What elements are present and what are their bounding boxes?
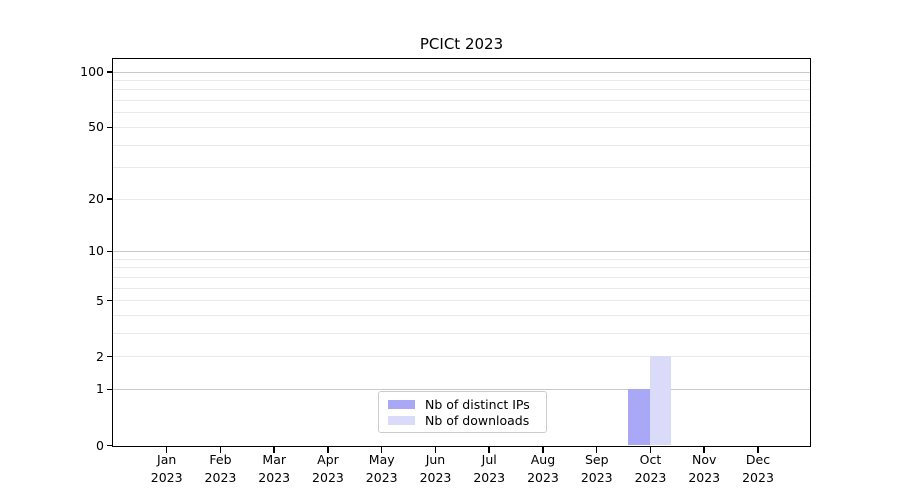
x-tick-year: 2023 bbox=[419, 469, 452, 485]
x-tick-mark bbox=[165, 447, 168, 453]
x-tick-label: Jul 2023 bbox=[461, 451, 517, 486]
x-tick-month: Mar bbox=[262, 452, 286, 467]
x-tick-mark bbox=[434, 447, 437, 453]
minor-gridline bbox=[113, 300, 810, 302]
x-tick-month: Jul bbox=[481, 452, 497, 467]
y-tick-mark bbox=[106, 355, 112, 358]
x-tick-year: 2023 bbox=[258, 469, 291, 485]
legend: Nb of distinct IPs Nb of downloads bbox=[378, 391, 547, 433]
x-tick-mark bbox=[273, 447, 275, 453]
major-gridline bbox=[113, 388, 810, 390]
x-tick-year: 2023 bbox=[150, 469, 183, 485]
minor-gridline bbox=[113, 198, 810, 200]
y-tick-mark bbox=[106, 71, 112, 73]
x-tick-label: Apr 2023 bbox=[300, 451, 356, 486]
y-tick-label: 5 bbox=[96, 292, 104, 308]
y-tick-label: 0 bbox=[96, 437, 104, 453]
minor-gridline bbox=[113, 167, 810, 169]
y-tick-mark bbox=[106, 126, 112, 129]
plot-area bbox=[112, 58, 811, 447]
x-tick-year: 2023 bbox=[688, 469, 721, 485]
x-tick-label: May 2023 bbox=[354, 451, 410, 486]
x-tick-mark bbox=[380, 447, 383, 453]
y-tick-label: 50 bbox=[88, 119, 104, 135]
x-tick-year: 2023 bbox=[204, 469, 237, 485]
x-tick-year: 2023 bbox=[527, 469, 559, 485]
minor-gridline bbox=[113, 267, 810, 269]
x-tick-label: Jan 2023 bbox=[139, 451, 195, 486]
y-tick-mark bbox=[106, 250, 112, 253]
minor-gridline bbox=[113, 112, 810, 114]
legend-swatch-distinct-ips bbox=[388, 399, 415, 409]
x-tick-mark bbox=[488, 447, 490, 453]
minor-gridline bbox=[113, 332, 810, 334]
x-tick-label: Oct 2023 bbox=[622, 451, 678, 486]
x-tick-month: Aug bbox=[530, 452, 556, 467]
x-tick-label: Nov 2023 bbox=[676, 451, 732, 486]
x-tick-month: Jun bbox=[425, 452, 446, 467]
y-tick-label: 10 bbox=[88, 243, 104, 259]
x-tick-mark bbox=[649, 447, 652, 453]
x-tick-label: Sep 2023 bbox=[569, 451, 625, 486]
major-gridline bbox=[113, 71, 810, 73]
y-tick-label: 100 bbox=[80, 64, 104, 80]
legend-item-downloads: Nb of downloads bbox=[388, 412, 537, 428]
minor-gridline bbox=[113, 100, 810, 102]
x-tick-month: Nov bbox=[692, 452, 717, 467]
bar-downloads bbox=[649, 356, 672, 445]
y-tick-mark bbox=[106, 198, 112, 200]
minor-gridline bbox=[113, 89, 810, 91]
y-tick-label: 2 bbox=[96, 348, 104, 364]
x-tick-mark bbox=[703, 447, 705, 453]
legend-label-distinct-ips: Nb of distinct IPs bbox=[425, 396, 530, 412]
x-tick-year: 2023 bbox=[742, 469, 774, 485]
x-tick-mark bbox=[219, 447, 222, 453]
x-tick-month: Feb bbox=[209, 452, 232, 467]
y-tick-mark bbox=[106, 299, 112, 302]
minor-gridline bbox=[113, 258, 810, 260]
x-tick-year: 2023 bbox=[365, 469, 398, 485]
x-tick-label: Mar 2023 bbox=[246, 451, 302, 486]
minor-gridline bbox=[113, 356, 810, 358]
y-tick-mark bbox=[106, 444, 112, 447]
x-tick-label: Aug 2023 bbox=[515, 451, 571, 486]
x-tick-mark bbox=[327, 447, 329, 453]
y-tick-mark bbox=[106, 388, 112, 391]
chart-title: PCICt 2023 bbox=[419, 35, 504, 53]
x-tick-label: Dec 2023 bbox=[730, 451, 786, 486]
minor-gridline bbox=[113, 126, 810, 128]
y-tick-label: 1 bbox=[96, 381, 104, 397]
x-tick-label: Feb 2023 bbox=[192, 451, 248, 486]
minor-gridline bbox=[113, 80, 810, 82]
x-tick-month: Oct bbox=[639, 452, 662, 467]
legend-swatch-downloads bbox=[388, 415, 415, 425]
x-tick-month: Apr bbox=[317, 452, 339, 467]
x-tick-year: 2023 bbox=[634, 469, 667, 485]
minor-gridline bbox=[113, 314, 810, 316]
x-tick-mark bbox=[542, 447, 544, 453]
x-tick-month: Sep bbox=[584, 452, 609, 467]
major-gridline bbox=[113, 250, 810, 252]
bar-distinct-ips bbox=[628, 388, 650, 445]
x-tick-mark bbox=[757, 447, 759, 453]
x-tick-label: Jun 2023 bbox=[407, 451, 463, 486]
x-tick-month: Jan bbox=[157, 452, 177, 467]
minor-gridline bbox=[113, 287, 810, 289]
legend-item-distinct-ips: Nb of distinct IPs bbox=[388, 396, 537, 412]
x-tick-month: May bbox=[368, 452, 395, 467]
legend-label-downloads: Nb of downloads bbox=[425, 412, 530, 428]
y-tick-label: 20 bbox=[88, 191, 104, 207]
x-tick-year: 2023 bbox=[580, 469, 613, 485]
x-tick-year: 2023 bbox=[473, 469, 506, 485]
x-tick-mark bbox=[595, 447, 598, 453]
x-tick-month: Dec bbox=[745, 452, 771, 467]
x-tick-year: 2023 bbox=[312, 469, 344, 485]
minor-gridline bbox=[113, 144, 810, 146]
minor-gridline bbox=[113, 276, 810, 278]
